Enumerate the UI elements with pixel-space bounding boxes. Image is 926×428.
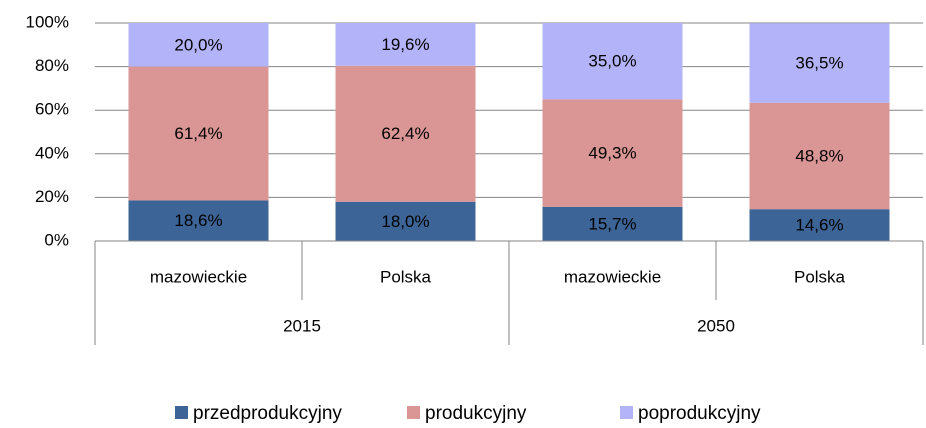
legend-swatch <box>407 406 420 419</box>
bar-segment <box>542 99 683 207</box>
group-label: 2050 <box>697 316 735 335</box>
bar-segment <box>749 209 890 241</box>
data-label: 18,0% <box>381 212 429 231</box>
y-tick-label: 100% <box>26 12 69 31</box>
legend-swatch <box>175 406 188 419</box>
bar-segment <box>128 200 269 241</box>
bar-segment <box>542 23 683 100</box>
y-tick-label: 60% <box>35 100 69 119</box>
legend-label: poprodukcyjny <box>638 403 761 424</box>
y-tick-label: 20% <box>35 187 69 206</box>
data-label: 19,6% <box>381 35 429 54</box>
data-label: 20,0% <box>174 35 222 54</box>
bar-segment <box>335 23 476 66</box>
bar-segment <box>335 65 476 202</box>
data-label: 61,4% <box>174 124 222 143</box>
legend-label: produkcyjny <box>425 403 527 424</box>
x-tick-label: Polska <box>380 267 432 286</box>
y-tick-label: 40% <box>35 143 69 162</box>
data-label: 18,6% <box>174 211 222 230</box>
bar-segment <box>749 102 890 210</box>
legend-swatch <box>620 406 633 419</box>
bar-segment <box>749 23 890 103</box>
data-label: 15,7% <box>588 214 636 233</box>
data-label: 62,4% <box>381 124 429 143</box>
data-label: 49,3% <box>588 144 636 163</box>
data-label: 36,5% <box>795 53 843 72</box>
x-tick-label: mazowieckie <box>150 267 247 286</box>
data-label: 35,0% <box>588 52 636 71</box>
x-tick-label: Polska <box>794 267 846 286</box>
y-tick-label: 80% <box>35 56 69 75</box>
bar-segment <box>128 23 269 67</box>
bar-segment <box>335 201 476 241</box>
bar-segment <box>128 66 269 201</box>
y-tick-label: 0% <box>44 230 69 249</box>
bar-segment <box>542 206 683 241</box>
legend-label: przedprodukcyjny <box>193 403 342 424</box>
group-label: 2015 <box>283 316 321 335</box>
x-tick-label: mazowieckie <box>564 267 661 286</box>
data-label: 14,6% <box>795 216 843 235</box>
data-label: 48,8% <box>795 146 843 165</box>
